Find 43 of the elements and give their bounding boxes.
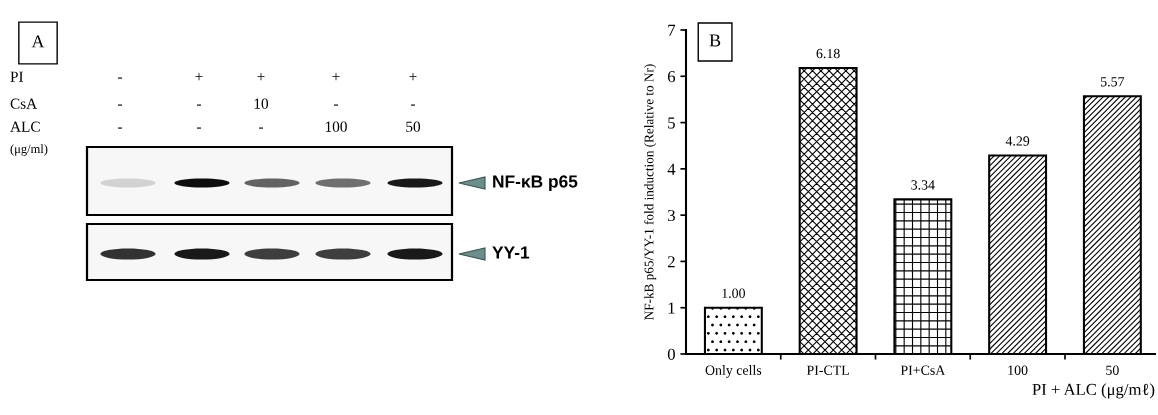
text: + [257,73,265,81]
text: - [197,127,201,129]
text: + [195,73,203,81]
data-label: 4.29 [1005,136,1030,146]
text: - [259,127,263,129]
x-tick-label: 100 [1008,365,1028,375]
text: (μg/ml) [10,144,48,156]
text: - [118,77,122,79]
x-tick-label: PI-CTL [806,365,849,375]
data-label: 5.57 [1101,77,1125,87]
text: A [31,35,45,48]
y-axis-title: NF-kB p65/YY-1 fold induction (Relative to Nr) [644,64,657,320]
y-tick-label: 4 [667,163,676,175]
x-axis-title: PI + ALC (μg/mℓ) [1032,383,1155,399]
text: CsA [10,98,38,109]
y-tick-label: 7 [668,24,676,36]
y-tick-label: 6 [667,71,676,83]
y-tick-label: 1 [668,302,675,314]
text: - [118,127,122,129]
data-label: 3.34 [911,180,935,190]
text: + [332,73,340,81]
text: NF-κB p65 [493,175,578,192]
y-tick-label: 3 [668,209,675,222]
data-label: 6.18 [816,48,840,59]
x-tick-label: 50 [1106,365,1119,375]
chart-title: B [709,34,721,47]
text: - [411,104,415,106]
y-tick-label: 0 [667,348,675,360]
y-tick-label: 2 [667,256,675,268]
x-tick-label: PI+CsA [900,365,946,375]
y-tick-label: 5 [668,117,675,129]
text: 10 [254,98,269,109]
text: - [334,104,338,106]
text: - [118,104,122,106]
text: PI [10,71,24,82]
text: - [197,104,201,106]
data-label: 1.00 [722,288,745,299]
text: + [409,73,417,81]
text: ALC [10,121,40,132]
x-tick-label: Only cells [705,365,762,378]
text: 50 [406,121,421,132]
text: YY-1 [492,246,530,259]
text: 100 [325,121,347,132]
